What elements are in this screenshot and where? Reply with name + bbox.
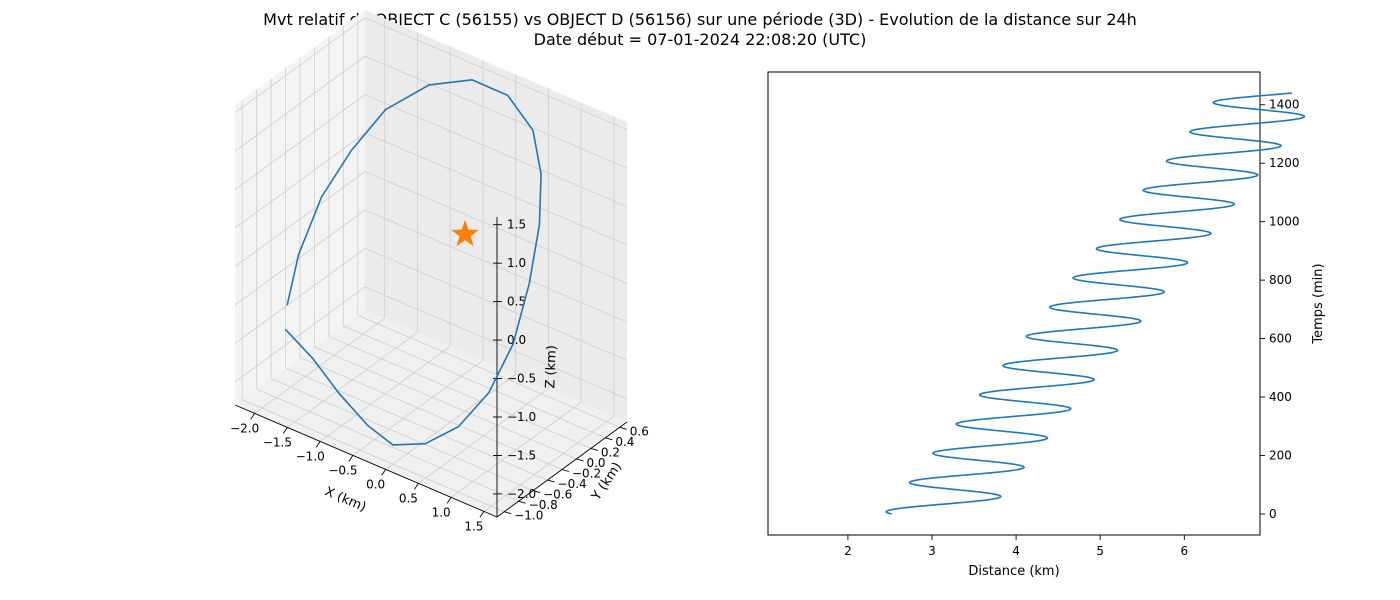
y-tick-label: 200 [1269, 448, 1292, 462]
y-tick-label: 0.0 [586, 456, 605, 470]
x-tick-label: 1.5 [464, 519, 483, 533]
grid-line-z [234, 94, 366, 190]
z-tick-label: 1.0 [507, 256, 526, 270]
x-tick-label: 3 [928, 544, 936, 558]
grid-line-z [364, 248, 628, 361]
y-tick [504, 511, 512, 515]
y-tick [576, 458, 584, 462]
y-tick [619, 426, 627, 430]
y-tick [532, 490, 541, 494]
z-tick-label: −0.5 [507, 372, 536, 386]
y-tick-label: 1200 [1269, 156, 1300, 170]
grid-line-y [314, 346, 577, 460]
grid-line-z [364, 132, 628, 246]
y-tick [605, 437, 613, 441]
grid-line-y [299, 357, 563, 470]
z-tick-label: −2.0 [507, 487, 536, 501]
chart-3d-trajectory: −2.0−1.5−1.0−0.50.00.51.01.5−1.0−0.8−0.6… [230, 10, 649, 533]
origin-star-marker [451, 219, 480, 247]
z-tick-label: 1.5 [507, 218, 526, 232]
grid-line-z [234, 17, 366, 114]
x-tick-label: 4 [1012, 544, 1020, 558]
grid-line-z [234, 171, 366, 267]
distance-series-line [885, 92, 1306, 515]
y-tick-label: 0.4 [615, 435, 634, 449]
grid-line-z [364, 209, 628, 323]
chart-3d-data [284, 79, 542, 446]
grid-line-y [285, 367, 548, 481]
y-tick-label: 0.2 [601, 445, 620, 459]
trajectory-line [284, 79, 542, 446]
back-pane [365, 10, 627, 422]
x-axis-label-3d: X (km) [322, 484, 368, 515]
y-tick [547, 479, 555, 483]
y-tick [518, 500, 526, 504]
x-tick [283, 427, 288, 434]
chart-3d-grid [234, 15, 628, 513]
y-tick-label: 1400 [1269, 98, 1300, 112]
z-tick-label: −1.5 [507, 448, 536, 462]
y-tick-label: 600 [1269, 332, 1292, 346]
x-tick [479, 511, 485, 518]
y-tick-label: −0.6 [543, 488, 572, 502]
grid-line-y [328, 335, 592, 449]
z-tick-label: 0.0 [507, 333, 526, 347]
x-axis-line [234, 404, 498, 518]
grid-line-z [364, 171, 628, 284]
x-axis-label: Distance (km) [968, 564, 1059, 579]
grid-line-z [234, 55, 366, 152]
grid-line-z [234, 209, 366, 306]
y-tick [561, 469, 570, 472]
grid-line-z [234, 132, 366, 229]
figure-title-line1: Mvt relatif de OBJECT C (56155) vs OBJEC… [263, 10, 1137, 29]
z-tick-label: −1.0 [507, 410, 536, 424]
x-tick-label: −2.0 [230, 421, 259, 435]
y-tick-label: 400 [1269, 390, 1292, 404]
grid-line-y [357, 314, 620, 428]
grid-line-y [256, 388, 519, 502]
grid-line-y [270, 378, 534, 492]
x-tick-label: −1.0 [296, 449, 325, 463]
x-tick-label: 6 [1180, 544, 1188, 558]
y-tick-label: −1.0 [514, 509, 543, 523]
y-tick-label: 0.6 [630, 424, 649, 438]
x-tick-label: 1.0 [432, 505, 451, 519]
grid-line-y [242, 399, 505, 513]
x-tick [381, 469, 387, 476]
y-tick-label: −0.8 [529, 498, 558, 512]
grid-line-z [234, 286, 366, 383]
x-tick [414, 483, 419, 490]
x-tick-label: 2 [844, 544, 852, 558]
x-tick-label: −0.5 [328, 463, 357, 477]
figure-title-line2: Date début = 07-01-2024 22:08:20 (UTC) [534, 30, 867, 49]
chart-2d-ticks: 2 3 4 5 6 0 200 400 600 800 1000 1200 1400 [844, 98, 1299, 558]
y-axis-label: Temps (min) [1311, 263, 1326, 344]
x-tick-label: −1.5 [263, 435, 292, 449]
grid-line-z [234, 248, 366, 344]
x-tick [446, 497, 452, 504]
x-tick-label: 5 [1096, 544, 1104, 558]
plot-frame [767, 71, 1261, 536]
y-tick-label: 1000 [1269, 215, 1300, 229]
y-tick-label: 0 [1269, 507, 1277, 521]
y-tick-label: −0.2 [572, 467, 601, 481]
grid-line-z [364, 55, 628, 169]
grid-line-z [364, 94, 628, 208]
x-tick-label: 0.5 [399, 491, 418, 505]
y-tick [590, 447, 599, 451]
z-tick-label: 0.5 [507, 295, 526, 309]
chart-3d-axes: −2.0−1.5−1.0−0.50.00.51.01.5−1.0−0.8−0.6… [230, 217, 649, 533]
x-tick [250, 413, 256, 420]
z-axis-label-3d: Z (km) [543, 345, 560, 389]
grid-line-y [343, 325, 606, 439]
chart-distance-time: 2 3 4 5 6 0 200 400 600 800 1000 1200 1400 Distance … [767, 71, 1326, 579]
grid-line-z [364, 286, 628, 400]
y-tick-label: 800 [1269, 273, 1292, 287]
x-tick [315, 441, 321, 448]
y-tick-label: −0.4 [558, 477, 587, 491]
x-tick-label: 0.0 [366, 477, 385, 491]
x-tick [348, 455, 354, 462]
grid-line-z [364, 17, 628, 131]
